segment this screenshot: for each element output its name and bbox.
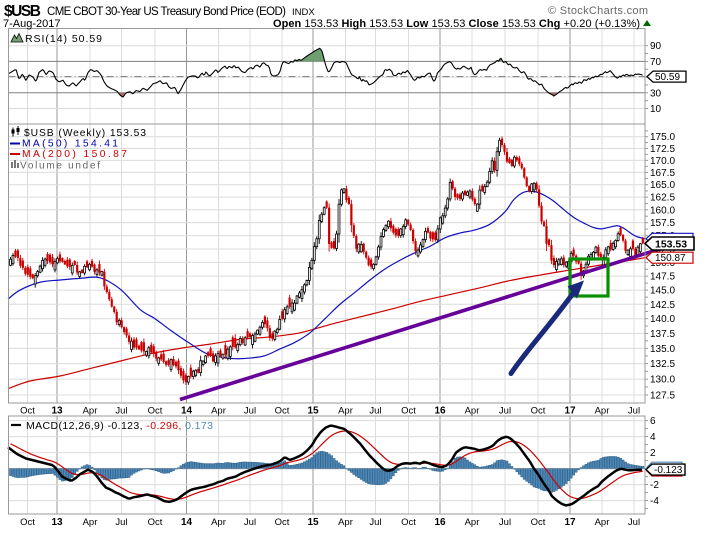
svg-text:Oct: Oct [20, 406, 35, 417]
svg-text:132.5: 132.5 [650, 359, 675, 370]
svg-text:14: 14 [181, 517, 193, 528]
svg-text:Apr: Apr [83, 406, 98, 417]
svg-text:4: 4 [650, 432, 656, 443]
svg-text:Jul: Jul [244, 517, 256, 528]
svg-text:172.5: 172.5 [650, 144, 675, 155]
svg-text:Apr: Apr [595, 517, 610, 528]
svg-text:Oct: Oct [401, 517, 416, 528]
svg-text:Jul: Jul [628, 406, 640, 417]
svg-text:15: 15 [307, 517, 319, 528]
svg-text:13: 13 [51, 517, 63, 528]
svg-text:157.5: 157.5 [650, 218, 675, 229]
svg-text:Apr: Apr [465, 406, 480, 417]
svg-text:Apr: Apr [83, 517, 98, 528]
svg-text:Jul: Jul [115, 406, 127, 417]
svg-text:Oct: Oct [531, 517, 546, 528]
svg-text:Oct: Oct [20, 517, 35, 528]
svg-text:Apr: Apr [211, 406, 226, 417]
svg-text:MACD(12,26,9) -0.123, -0.296,: MACD(12,26,9) -0.123, -0.296, 0.173 [26, 420, 213, 432]
svg-text:INDX: INDX [292, 7, 315, 18]
svg-text:Open 153.53 High 153.53 Low 15: Open 153.53 High 153.53 Low 153.53 Close… [273, 18, 640, 30]
svg-text:127.5: 127.5 [650, 391, 675, 402]
svg-text:Oct: Oct [401, 406, 416, 417]
svg-text:6: 6 [650, 416, 656, 427]
svg-text:Jul: Jul [499, 517, 511, 528]
svg-text:16: 16 [434, 517, 446, 528]
svg-text:RSI(14) 50.59: RSI(14) 50.59 [25, 33, 102, 45]
svg-text:Oct: Oct [148, 517, 163, 528]
svg-text:© StockCharts.com: © StockCharts.com [548, 5, 648, 17]
svg-text:Apr: Apr [595, 406, 610, 417]
svg-text:17: 17 [564, 406, 576, 417]
svg-text:15: 15 [307, 406, 319, 417]
svg-text:175.0: 175.0 [650, 132, 675, 143]
svg-text:-0.123: -0.123 [654, 465, 683, 476]
svg-text:137.5: 137.5 [650, 329, 675, 340]
svg-text:Apr: Apr [211, 517, 226, 528]
svg-text:MA(50) 154.41: MA(50) 154.41 [22, 139, 118, 150]
svg-text:2: 2 [650, 448, 656, 459]
svg-text:147.5: 147.5 [650, 272, 675, 283]
svg-text:MA(200) 150.87: MA(200) 150.87 [22, 149, 127, 160]
svg-text:$USB (Weekly) 153.53: $USB (Weekly) 153.53 [24, 128, 146, 139]
svg-text:165.0: 165.0 [650, 180, 675, 191]
svg-text:Jul: Jul [499, 406, 511, 417]
svg-text:Oct: Oct [148, 406, 163, 417]
svg-text:Apr: Apr [338, 517, 353, 528]
svg-text:30: 30 [650, 88, 662, 99]
svg-text:Jul: Jul [244, 406, 256, 417]
svg-text:153.53: 153.53 [655, 239, 687, 251]
svg-text:130.0: 130.0 [650, 375, 675, 386]
svg-text:Jul: Jul [628, 517, 640, 528]
svg-text:10: 10 [650, 104, 662, 115]
svg-text:Volume undef: Volume undef [20, 161, 100, 172]
svg-text:Oct: Oct [275, 406, 290, 417]
svg-text:145.0: 145.0 [650, 286, 675, 297]
svg-text:Oct: Oct [275, 517, 290, 528]
svg-text:-4: -4 [650, 496, 659, 507]
svg-text:Jul: Jul [115, 517, 127, 528]
svg-text:70: 70 [650, 57, 662, 68]
svg-text:17: 17 [564, 517, 576, 528]
svg-text:16: 16 [434, 406, 446, 417]
svg-text:Apr: Apr [338, 406, 353, 417]
svg-text:$USB: $USB [4, 3, 41, 20]
svg-text:150.87: 150.87 [655, 253, 686, 264]
svg-text:Apr: Apr [465, 517, 480, 528]
svg-text:170.0: 170.0 [650, 156, 675, 167]
svg-text:14: 14 [181, 406, 193, 417]
svg-text:140.0: 140.0 [650, 314, 675, 325]
svg-text:160.0: 160.0 [650, 205, 675, 216]
svg-text:Jul: Jul [369, 406, 381, 417]
svg-text:13: 13 [51, 406, 63, 417]
svg-text:90: 90 [650, 41, 662, 52]
svg-text:142.5: 142.5 [650, 300, 675, 311]
svg-text:135.0: 135.0 [650, 344, 675, 355]
svg-text:162.5: 162.5 [650, 193, 675, 204]
svg-text:CME CBOT 30-Year US Treasury B: CME CBOT 30-Year US Treasury Bond Price … [47, 6, 286, 18]
svg-text:-2: -2 [650, 480, 659, 491]
svg-text:Jul: Jul [369, 517, 381, 528]
svg-text:50.59: 50.59 [655, 72, 680, 83]
svg-text:7-Aug-2017: 7-Aug-2017 [3, 18, 61, 30]
svg-text:167.5: 167.5 [650, 168, 675, 179]
svg-text:Oct: Oct [531, 406, 546, 417]
